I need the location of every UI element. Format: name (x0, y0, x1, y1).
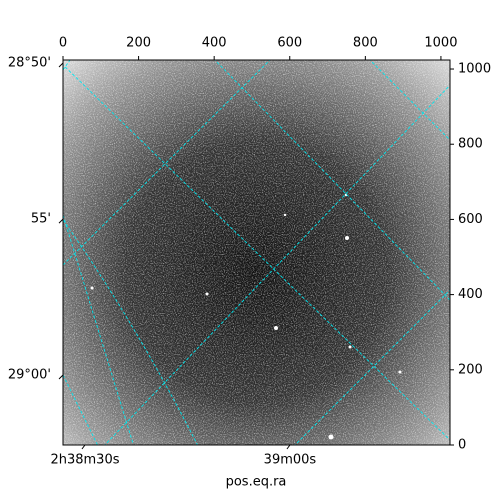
ra-tick (81, 444, 86, 450)
x-tick-label: 600 (277, 36, 302, 51)
dec-tick (58, 218, 64, 224)
ra-tick (286, 444, 291, 450)
y-tick-label: 0 (458, 438, 466, 453)
x-tick-label: 200 (126, 36, 151, 51)
x-axis-label: pos.eq.ra (226, 475, 287, 490)
dec-tick-label: 29°00' (8, 368, 51, 383)
coordinate-grid (63, 60, 450, 445)
dec-tick (58, 374, 64, 380)
ra-tick-label: 39m00s (264, 453, 317, 468)
x-tick-label: 1000 (424, 36, 457, 51)
y-tick-label: 200 (458, 362, 483, 377)
y-tick-label: 600 (458, 212, 483, 227)
x-tick-label: 800 (353, 36, 378, 51)
axes-frame (62, 59, 451, 446)
dec-tick (58, 62, 64, 68)
y-tick-label: 800 (458, 137, 483, 152)
y-tick-label: 1000 (458, 62, 491, 77)
stars (90, 193, 402, 440)
image (63, 60, 450, 445)
dec-tick-label: 55' (31, 212, 51, 227)
ra-tick-label: 2h38m30s (50, 453, 119, 468)
x-tick-label: 400 (202, 36, 227, 51)
y-tick-label: 400 (458, 287, 483, 302)
x-tick-label: 0 (59, 36, 67, 51)
dec-tick-label: 28°50' (8, 55, 51, 70)
